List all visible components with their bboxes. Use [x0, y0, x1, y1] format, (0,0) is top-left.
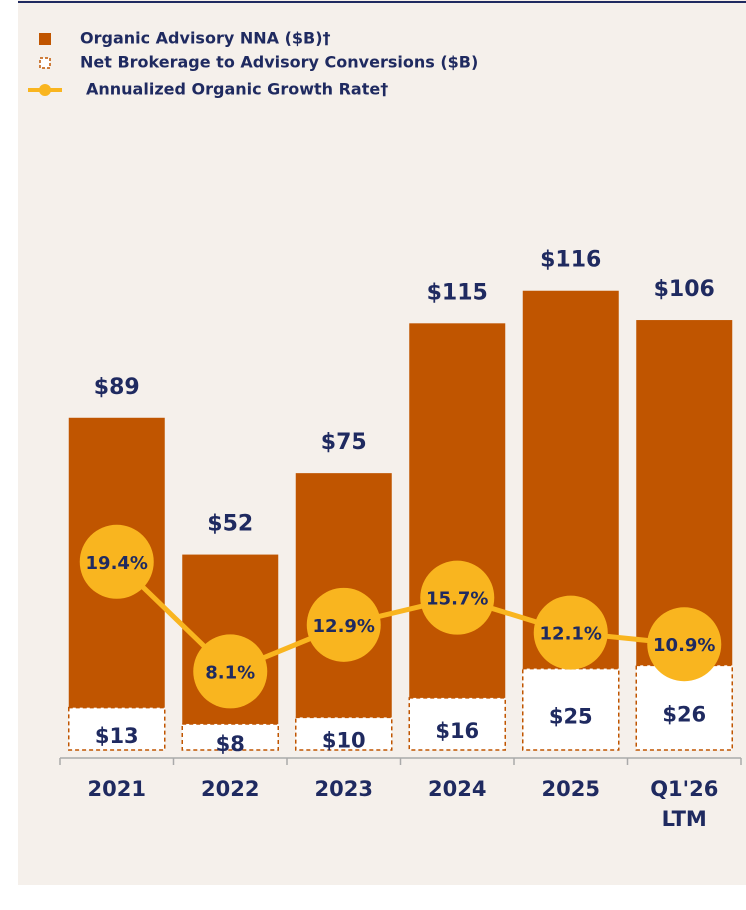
x-tick-label: 2025 — [541, 777, 600, 801]
data-label: 15.7% — [426, 589, 488, 610]
data-label: $10 — [322, 729, 366, 753]
legend-label: Organic Advisory NNA ($B)† — [80, 29, 331, 48]
legend-dot — [39, 84, 51, 96]
bar-segment — [181, 723, 279, 751]
x-tick-label: Q1'26 LTM — [650, 777, 719, 831]
data-label: $116 — [540, 248, 601, 273]
line-marker — [306, 587, 381, 662]
bar-segment — [522, 667, 620, 751]
data-label: 12.9% — [313, 616, 375, 637]
legend-swatch — [39, 57, 51, 69]
data-label: $25 — [549, 704, 593, 728]
bar-segment — [295, 716, 393, 751]
legend-label: Annualized Organic Growth Rate† — [86, 80, 388, 99]
bar-segment — [408, 697, 506, 751]
legend-swatch — [39, 33, 51, 45]
line-marker — [193, 634, 268, 709]
data-label: 12.1% — [540, 624, 602, 645]
line-marker — [533, 595, 608, 670]
line-marker — [647, 607, 722, 682]
data-label: $8 — [216, 732, 245, 756]
data-label: $13 — [95, 724, 139, 748]
legend-label: Net Brokerage to Advisory Conversions ($… — [80, 53, 478, 72]
x-tick-label: 2024 — [428, 777, 487, 801]
data-label: $106 — [654, 277, 715, 302]
x-tick-label: 2023 — [314, 777, 373, 801]
x-tick-label: 2021 — [87, 777, 146, 801]
data-label: $26 — [662, 703, 706, 727]
data-label: 10.9% — [653, 635, 715, 656]
data-label: $16 — [435, 719, 479, 743]
bar-segment — [409, 323, 506, 698]
data-label: $75 — [321, 430, 367, 455]
data-label: 8.1% — [205, 662, 255, 683]
x-tick-label: 2022 — [201, 777, 260, 801]
data-label: $115 — [427, 280, 488, 305]
data-label: $52 — [207, 512, 253, 537]
line-marker — [420, 560, 495, 635]
data-label: 19.4% — [86, 553, 148, 574]
bar-segment — [68, 706, 166, 751]
data-label: $89 — [94, 375, 140, 400]
line-marker — [79, 524, 154, 599]
